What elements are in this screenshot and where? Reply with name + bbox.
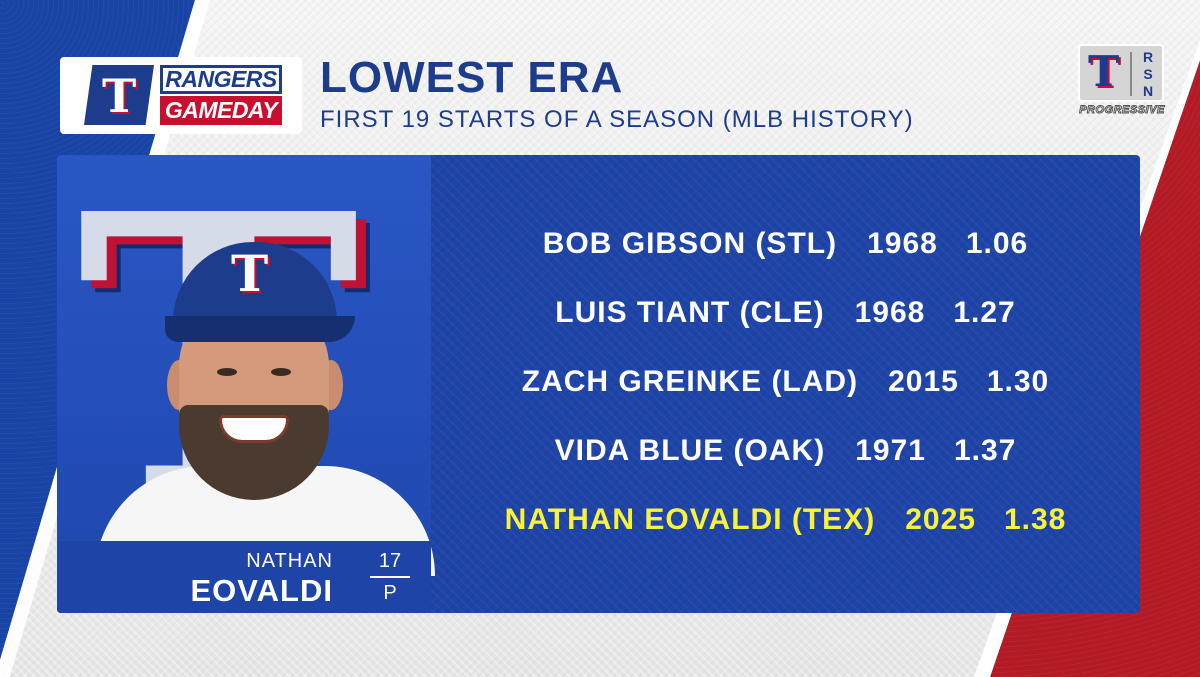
season-year: 1968 <box>854 295 926 329</box>
graphic-title: LOWEST ERA <box>320 53 624 102</box>
ranking-row: BOB GIBSON (STL) 1968 1.06 <box>431 209 1140 278</box>
rangers-t-logo-icon: T <box>84 65 154 125</box>
pitcher-name: VIDA BLUE (OAK) <box>554 433 826 467</box>
era-value: 1.06 <box>965 226 1029 260</box>
network-logo-divider <box>1130 52 1132 96</box>
era-ranking-list: BOB GIBSON (STL) 1968 1.06 LUIS TIANT (C… <box>431 209 1140 554</box>
network-letter: R <box>1142 49 1154 65</box>
stats-panel: T T NATHAN EOVALDI 17 P <box>57 155 1140 613</box>
logo-word-gameday: GAMEDAY <box>160 96 282 125</box>
network-letters: R S N <box>1136 49 1160 100</box>
pitcher-name: NATHAN EOVALDI (TEX) <box>504 502 876 536</box>
ranking-row: LUIS TIANT (CLE) 1968 1.27 <box>431 278 1140 347</box>
pitcher-name: LUIS TIANT (CLE) <box>555 295 825 329</box>
player-number-position: 17 P <box>370 549 410 605</box>
network-letter: S <box>1143 66 1153 82</box>
player-nameplate: NATHAN EOVALDI 17 P <box>57 541 431 613</box>
ranking-row: VIDA BLUE (OAK) 1971 1.37 <box>431 416 1140 485</box>
player-card: T T NATHAN EOVALDI 17 P <box>57 155 435 613</box>
logo-mark: T <box>102 69 137 123</box>
number-divider <box>370 576 410 578</box>
season-year: 2025 <box>905 502 976 536</box>
network-letter: N <box>1142 83 1154 99</box>
player-smile <box>219 415 289 443</box>
player-eye-left <box>217 368 237 376</box>
rangers-gameday-logo: T RANGERS GAMEDAY <box>60 57 302 134</box>
ranking-row-highlighted: NATHAN EOVALDI (TEX) 2025 1.38 <box>431 485 1140 554</box>
player-photo: T <box>77 190 435 576</box>
season-year: 1971 <box>855 433 926 467</box>
player-position: P <box>383 582 397 604</box>
era-value: 1.38 <box>1003 502 1067 536</box>
player-number: 17 <box>378 550 402 572</box>
logo-word-rangers: RANGERS <box>160 65 282 94</box>
cap-logo-icon: T <box>231 244 269 303</box>
network-logo: T R S N <box>1078 44 1164 102</box>
pitcher-name: ZACH GREINKE (LAD) <box>521 364 859 398</box>
network-t-logo-icon: T <box>1088 47 1120 96</box>
sponsor-text: PROGRESSIVE <box>1079 104 1165 117</box>
graphic-subtitle: FIRST 19 STARTS OF A SEASON (MLB HISTORY… <box>320 106 914 133</box>
player-last-name: EOVALDI <box>190 573 333 608</box>
player-cap-brim <box>165 316 355 342</box>
era-value: 1.27 <box>953 295 1016 329</box>
era-value: 1.37 <box>953 433 1017 467</box>
era-value: 1.30 <box>986 364 1050 398</box>
ranking-row: ZACH GREINKE (LAD) 2015 1.30 <box>431 347 1140 416</box>
pitcher-name: BOB GIBSON (STL) <box>542 226 838 260</box>
season-year: 1968 <box>867 226 938 260</box>
player-first-name: NATHAN <box>246 550 333 572</box>
player-eye-right <box>271 368 291 376</box>
season-year: 2015 <box>888 364 959 398</box>
